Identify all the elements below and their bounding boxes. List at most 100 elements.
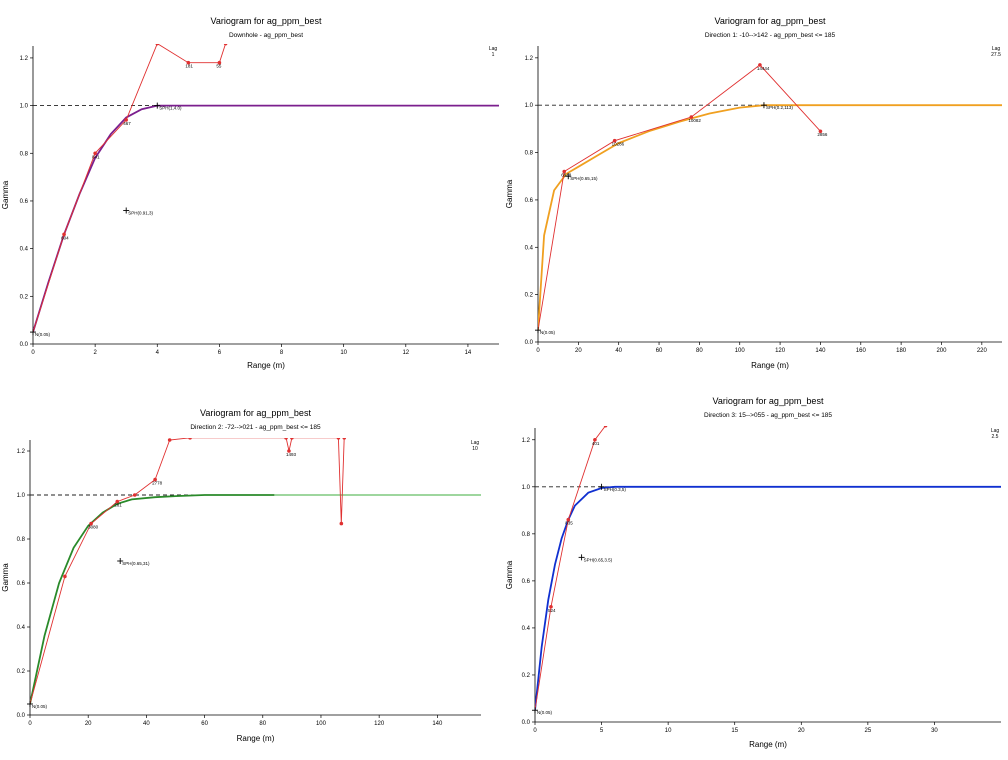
y-tick-label: 1.2: [522, 438, 531, 444]
model-curve: [33, 104, 499, 333]
experimental-point: [818, 129, 823, 134]
x-tick-label: 20: [575, 348, 582, 354]
x-tick-label: 10: [340, 350, 347, 356]
x-tick-label: 30: [931, 728, 938, 734]
x-tick-label: 20: [798, 728, 805, 734]
x-tick-label: 0: [28, 721, 32, 727]
experimental-pair-count: 6548: [561, 173, 572, 178]
structure-annotation: SPH(0.65,15): [570, 176, 598, 181]
experimental-variogram-line: [538, 64, 821, 331]
y-tick-label: 0.8: [525, 151, 534, 157]
experimental-pair-count: 10082: [688, 118, 701, 123]
x-tick-label: 5: [600, 728, 604, 734]
experimental-variogram-line: [535, 426, 606, 711]
y-tick-label: 1.2: [17, 449, 26, 455]
experimental-pair-count: 2778: [152, 481, 163, 486]
x-axis-label: Range (m): [751, 361, 789, 370]
y-tick-label: 1.2: [525, 56, 534, 62]
y-tick-label: 0.4: [20, 247, 29, 253]
experimental-pair-count: 1493: [286, 452, 297, 457]
y-tick-label: 0.2: [20, 294, 29, 300]
x-tick-label: 0: [536, 348, 540, 354]
y-tick-label: 0.0: [525, 340, 534, 346]
y-tick-label: 0.8: [522, 532, 531, 538]
structure-annotation: SPH(0.65,3.5): [584, 557, 613, 562]
x-tick-label: 80: [259, 721, 266, 727]
x-tick-label: 80: [696, 348, 703, 354]
experimental-point: [63, 574, 67, 579]
plot-area: 3080 281 2778 1493: [30, 438, 481, 705]
experimental-point: [562, 169, 567, 174]
experimental-point: [155, 44, 160, 46]
legend-title: Lag: [991, 428, 1000, 434]
experimental-point: [124, 118, 128, 122]
chart-title: Variogram for ag_ppm_best: [713, 396, 824, 406]
legend-title: Lag: [992, 46, 1001, 52]
y-tick-label: 0.4: [17, 625, 26, 631]
experimental-pair-count: 3080: [88, 525, 99, 530]
x-tick-label: 10: [665, 728, 672, 734]
experimental-point: [115, 499, 120, 504]
y-tick-label: 1.2: [20, 56, 29, 62]
experimental-pair-count: 604: [61, 235, 69, 240]
experimental-point: [566, 517, 571, 522]
y-tick-label: 1.0: [20, 104, 29, 110]
experimental-variogram-line: [33, 44, 226, 333]
x-tick-label: 2: [93, 350, 97, 356]
structure-annotation: SPH(0.3,5): [604, 487, 627, 492]
legend-title: Lag: [489, 46, 498, 52]
experimental-pair-count: 10286: [612, 142, 625, 147]
structure-annotation: N(0.05): [540, 330, 556, 335]
x-tick-label: 120: [374, 721, 385, 727]
legend-value: 2.5: [992, 434, 999, 440]
x-tick-label: 100: [735, 348, 746, 354]
y-tick-label: 0.0: [17, 713, 26, 719]
y-tick-label: 0.0: [20, 342, 29, 348]
x-axis-label: Range (m): [247, 361, 285, 370]
experimental-point: [612, 138, 617, 143]
x-tick-label: 15: [731, 728, 738, 734]
x-tick-label: 140: [432, 721, 443, 727]
experimental-pair-count: 281: [114, 503, 122, 508]
legend-title: Lag: [471, 440, 480, 446]
y-tick-label: 0.4: [522, 626, 531, 632]
x-tick-label: 60: [656, 348, 663, 354]
experimental-pair-count: 835: [565, 521, 573, 526]
chart-title: Variogram for ag_ppm_best: [715, 16, 826, 26]
plot-area: 6548 10286 10082 14444 2856: [538, 63, 1002, 331]
y-tick-label: 0.2: [525, 293, 534, 299]
structure-annotation: N(0.05): [32, 704, 48, 709]
experimental-point: [549, 604, 553, 609]
model-curve: [30, 494, 275, 705]
chart-subtitle: Direction 2: -72-->021 - ag_ppm_best <= …: [190, 424, 321, 431]
x-tick-label: 12: [402, 350, 409, 356]
x-tick-label: 140: [815, 348, 826, 354]
x-tick-label: 120: [775, 348, 786, 354]
legend-value: 10: [472, 446, 478, 452]
y-tick-label: 0.2: [522, 673, 531, 679]
experimental-point: [342, 438, 347, 440]
chart-subtitle: Direction 3: 15-->055 - ag_ppm_best <= 1…: [704, 412, 832, 419]
experimental-point: [217, 60, 222, 65]
structure-annotation: SPH(0.91,3): [128, 210, 153, 215]
experimental-pair-count: 2856: [817, 132, 828, 137]
y-tick-label: 1.0: [525, 103, 534, 109]
plot-area: 604 841 467 181 55: [33, 44, 499, 333]
chart-subtitle: Downhole - ag_ppm_best: [229, 32, 303, 39]
experimental-point: [167, 438, 172, 442]
experimental-point: [603, 426, 608, 428]
experimental-point: [89, 521, 93, 526]
experimental-pair-count: 524: [548, 608, 556, 613]
experimental-pair-count: 841: [92, 154, 100, 159]
legend-value: 27.5: [991, 52, 1001, 58]
x-tick-label: 0: [533, 728, 537, 734]
structure-annotation: N(0.05): [35, 332, 51, 337]
chart-title: Variogram for ag_ppm_best: [200, 408, 311, 418]
x-tick-label: 40: [615, 348, 622, 354]
experimental-point: [284, 438, 288, 440]
experimental-point: [758, 63, 762, 67]
legend-value: 1: [492, 52, 495, 58]
structure-annotation: SPH(1,4.0): [159, 106, 182, 111]
experimental-pair-count: 401: [592, 441, 600, 446]
